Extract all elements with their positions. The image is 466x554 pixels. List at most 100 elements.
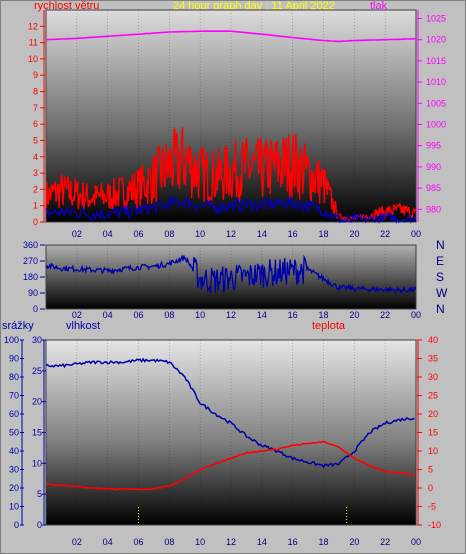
compass-label: N <box>436 302 445 316</box>
humidity-tick-label: 25 <box>32 366 42 376</box>
humidity-tick-label: 0 <box>37 520 42 530</box>
wind-speed-legend: rychlost větru <box>34 0 100 12</box>
rain-tick-label: 30 <box>9 465 19 475</box>
x-tick-label: 20 <box>349 229 359 239</box>
pressure-tick-label: 1015 <box>426 56 446 66</box>
humidity-tick-label: 30 <box>32 335 42 345</box>
wind-direction-tick-label: 270 <box>23 256 38 266</box>
pressure-tick-label: 1025 <box>426 13 446 23</box>
rain-tick-label: 80 <box>9 372 19 382</box>
wind-speed-tick-label: 1 <box>33 201 38 211</box>
wind-speed-tick-label: 12 <box>28 21 38 31</box>
x-tick-label: 02 <box>72 310 82 320</box>
humidity-tick-label: 20 <box>32 397 42 407</box>
temperature-tick-label: 10 <box>428 446 438 456</box>
wind-speed-tick-label: 8 <box>33 87 38 97</box>
wind-direction-tick-label: 0 <box>33 304 38 314</box>
x-tick-label: 12 <box>226 310 236 320</box>
rain-tick-label: 0 <box>14 520 19 530</box>
compass-label: E <box>436 254 444 268</box>
wind-speed-tick-label: 10 <box>28 54 38 64</box>
wind-direction-tick-label: 180 <box>23 272 38 282</box>
compass-label: S <box>436 270 444 284</box>
pressure-tick-label: 1020 <box>426 35 446 45</box>
x-tick-label: 20 <box>349 537 359 547</box>
temperature-tick-label: 25 <box>428 391 438 401</box>
x-tick-label: 04 <box>103 229 113 239</box>
x-tick-label: 06 <box>133 537 143 547</box>
wind-speed-tick-label: 11 <box>29 38 38 48</box>
pressure-tick-label: 990 <box>426 162 441 172</box>
x-tick-label: 14 <box>257 229 267 239</box>
plot-area <box>45 339 417 526</box>
humidity-temperature-panel: 0102030405060708090100051015202530-10-50… <box>4 335 441 547</box>
x-tick-label: 08 <box>164 310 174 320</box>
x-tick-label: 22 <box>380 310 390 320</box>
rain-axis-label: srážky <box>2 320 34 332</box>
rain-tick-label: 50 <box>9 428 19 438</box>
x-tick-label: 14 <box>257 537 267 547</box>
pressure-tick-label: 980 <box>426 204 441 214</box>
x-tick-label: 00 <box>411 537 421 547</box>
x-tick-label: 20 <box>349 310 359 320</box>
x-tick-label: 12 <box>226 229 236 239</box>
x-tick-label: 22 <box>380 229 390 239</box>
rain-tick-label: 40 <box>9 446 19 456</box>
wind-speed-tick-label: 5 <box>33 135 38 145</box>
x-tick-label: 10 <box>195 310 205 320</box>
wind-speed-tick-label: 4 <box>33 152 38 162</box>
pressure-tick-label: 1005 <box>426 98 446 108</box>
temperature-tick-label: 5 <box>428 465 433 475</box>
pressure-tick-label: 1000 <box>426 119 446 129</box>
x-tick-label: 00 <box>411 310 421 320</box>
wind-speed-tick-label: 6 <box>33 119 38 129</box>
pressure-tick-label: 995 <box>426 141 441 151</box>
x-tick-label: 02 <box>72 229 82 239</box>
humidity-line <box>45 357 415 469</box>
temperature-tick-label: 20 <box>428 409 438 419</box>
rain-tick-label: 100 <box>4 335 19 345</box>
x-tick-label: 02 <box>72 537 82 547</box>
temperature-tick-label: 30 <box>428 372 438 382</box>
x-tick-label: 16 <box>288 229 298 239</box>
rain-tick-label: 90 <box>9 354 19 364</box>
x-tick-label: 22 <box>380 537 390 547</box>
x-tick-label: 18 <box>318 310 328 320</box>
humidity-tick-label: 5 <box>37 489 42 499</box>
wind-direction-tick-label: 360 <box>23 240 38 250</box>
x-tick-label: 06 <box>133 229 143 239</box>
x-tick-label: 08 <box>164 229 174 239</box>
x-tick-label: 14 <box>257 310 267 320</box>
x-tick-label: 18 <box>318 229 328 239</box>
temperature-line <box>45 440 415 491</box>
wind-direction-tick-label: 90 <box>28 288 38 298</box>
temperature-tick-label: 15 <box>428 428 438 438</box>
rain-tick-label: 10 <box>9 502 19 512</box>
wind-direction-line <box>45 254 417 295</box>
x-tick-label: 04 <box>103 310 113 320</box>
pressure-line <box>45 30 417 43</box>
wind-speed-tick-label: 2 <box>33 184 38 194</box>
chart-title: 24 hour graph day : 11 April 2022 <box>173 0 335 12</box>
x-tick-label: 10 <box>195 229 205 239</box>
rain-tick-label: 60 <box>9 409 19 419</box>
x-tick-label: 18 <box>318 537 328 547</box>
pressure-legend: tlak <box>370 0 388 12</box>
rain-tick-label: 70 <box>9 391 19 401</box>
temperature-tick-label: -5 <box>428 502 436 512</box>
wind-speed-tick-label: 9 <box>33 70 38 80</box>
humidity-tick-label: 10 <box>32 458 42 468</box>
pressure-tick-label: 985 <box>426 183 441 193</box>
temperature-tick-label: 35 <box>428 354 438 364</box>
temperature-tick-label: -10 <box>428 520 441 530</box>
humidity-tick-label: 15 <box>32 428 42 438</box>
compass-label: N <box>436 238 445 252</box>
x-tick-label: 06 <box>133 310 143 320</box>
x-tick-label: 16 <box>288 537 298 547</box>
x-tick-label: 00 <box>411 229 421 239</box>
temperature-tick-label: 0 <box>428 483 433 493</box>
x-tick-label: 04 <box>103 537 113 547</box>
x-tick-label: 16 <box>288 310 298 320</box>
